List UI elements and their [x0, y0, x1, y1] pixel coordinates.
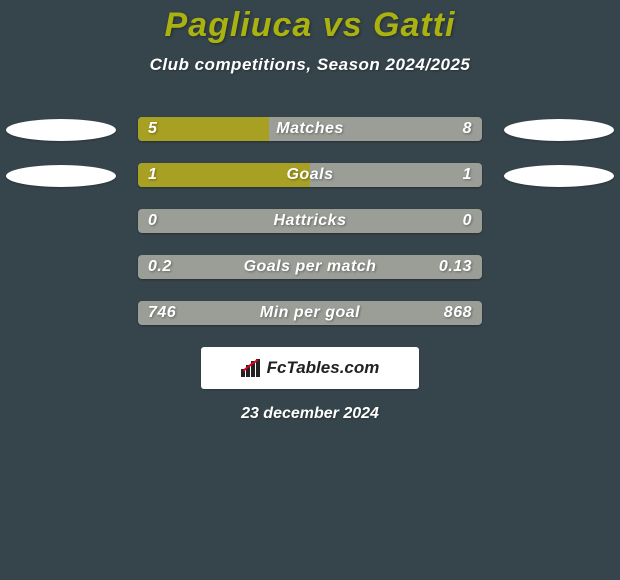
stat-label: Min per goal — [138, 301, 482, 325]
stat-row: 746868Min per goal — [0, 301, 620, 325]
subtitle: Club competitions, Season 2024/2025 — [0, 55, 620, 75]
watermark-text: FcTables.com — [267, 358, 380, 378]
date-text: 23 december 2024 — [0, 405, 620, 423]
stat-row: 0.20.13Goals per match — [0, 255, 620, 279]
stat-label: Goals per match — [138, 255, 482, 279]
player-left-oval — [6, 119, 116, 141]
bar-chart-icon — [241, 359, 263, 377]
stat-row: 58Matches — [0, 117, 620, 141]
stat-row: 00Hattricks — [0, 209, 620, 233]
stat-label: Hattricks — [138, 209, 482, 233]
player-right-oval — [504, 165, 614, 187]
player-left-oval — [6, 165, 116, 187]
page-title: Pagliuca vs Gatti — [0, 0, 620, 45]
stat-bar: 0.20.13Goals per match — [138, 255, 482, 279]
stats-rows: 58Matches 11Goals 00Hattricks 0.20.13Goals … — [0, 117, 620, 325]
stat-bar: 746868Min per goal — [138, 301, 482, 325]
stat-bar: 00Hattricks — [138, 209, 482, 233]
player-right-oval — [504, 119, 614, 141]
watermark-badge: FcTables.com — [201, 347, 419, 389]
stat-bar: 58Matches — [138, 117, 482, 141]
stat-label: Goals — [138, 163, 482, 187]
stat-row: 11Goals — [0, 163, 620, 187]
stat-label: Matches — [138, 117, 482, 141]
stat-bar: 11Goals — [138, 163, 482, 187]
